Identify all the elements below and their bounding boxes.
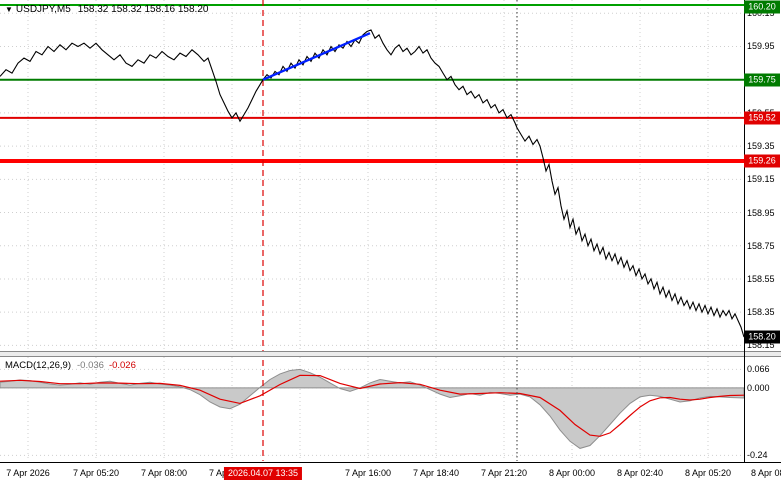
time-axis-label: 8 Apr 05:20 — [684, 468, 732, 478]
main-grid — [0, 0, 744, 352]
horizontal-level-lines[interactable] — [0, 3, 744, 164]
macd-signal-line — [0, 374, 745, 437]
price-badge-158.20: 158.20 — [744, 330, 780, 344]
price-badge-160.20: 160.20 — [744, 0, 780, 13]
macd-axis-label: 0.066 — [747, 364, 770, 375]
price-badge-159.26: 159.26 — [744, 154, 780, 168]
macd-axis-label: -0.24 — [747, 450, 768, 461]
indicator-macd-value: -0.036 — [77, 360, 104, 371]
price-axis-label: 159.15 — [747, 174, 775, 185]
ohlc-values: 158.32 158.32 158.16 158.20 — [77, 4, 209, 15]
price-badge-159.52: 159.52 — [744, 111, 780, 125]
macd-histogram — [0, 368, 745, 449]
indicator-name: MACD(12,26,9) — [5, 360, 71, 371]
price-badge-159.75: 159.75 — [744, 73, 780, 87]
price-axis-label: 158.55 — [747, 273, 775, 284]
symbol-dropdown-icon[interactable]: ▼ — [5, 5, 13, 14]
time-axis-label: 7 Apr 21:20 — [480, 468, 528, 478]
time-axis-label: 8 Apr 00:00 — [548, 468, 596, 478]
price-axis[interactable]: 160.15159.95159.75159.55159.35159.15158.… — [744, 0, 781, 462]
trend-line[interactable] — [262, 32, 371, 81]
macd-axis-label: 0.000 — [747, 382, 770, 393]
chart-header: ▼ USDJPY,M5 158.32 158.32 158.16 158.20 — [5, 4, 208, 15]
price-axis-label: 158.95 — [747, 207, 775, 218]
time-axis-label: 7 Apr 05:20 — [72, 468, 120, 478]
macd-grid — [0, 357, 744, 461]
time-axis-label: 7 Apr 2026 — [6, 468, 50, 478]
price-axis-border — [744, 0, 745, 462]
price-axis-label: 159.35 — [747, 141, 775, 152]
price-axis-label: 160.15 — [747, 8, 775, 19]
price-axis-label: 159.95 — [747, 41, 775, 52]
price-axis-label: 158.75 — [747, 240, 775, 251]
indicator-signal-value: -0.026 — [108, 360, 136, 371]
symbol-label: USDJPY,M5 — [15, 4, 71, 15]
price-axis-label: 158.35 — [747, 307, 775, 318]
panel-separator[interactable] — [0, 351, 781, 357]
vertical-marker-lines[interactable] — [262, 0, 518, 461]
time-axis-label: 8 Apr 08:00 — [750, 468, 781, 478]
indicator-header: MACD(12,26,9) -0.036 -0.026 — [5, 360, 136, 371]
time-axis-label: 7 Apr 18:40 — [412, 468, 460, 478]
price-line-series — [0, 29, 745, 338]
time-axis-label: 8 Apr 02:40 — [616, 468, 664, 478]
price-axis-label: 158.15 — [747, 340, 775, 351]
time-marker-badge: 2026.04.07 13:35 — [223, 467, 303, 480]
time-axis-label: 7 Apr 08:00 — [140, 468, 188, 478]
time-axis-label: 7 Apr 16:00 — [344, 468, 392, 478]
